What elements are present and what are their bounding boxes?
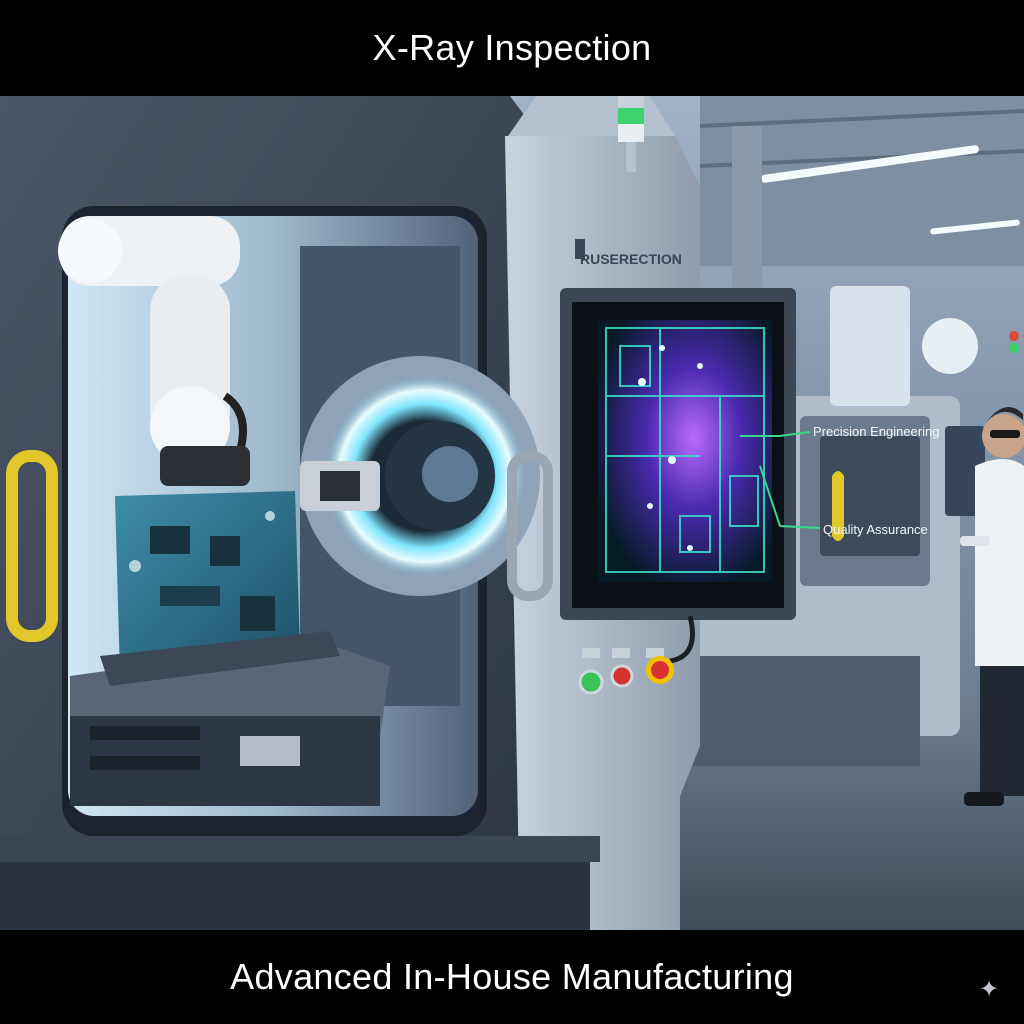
sparkle-icon: ✦ bbox=[978, 975, 1000, 1003]
scan-monitor: Precision Engineering Quality Assurance bbox=[560, 288, 939, 664]
title-bar: X-Ray Inspection bbox=[0, 0, 1024, 96]
technician-figure bbox=[960, 406, 1024, 806]
page-title: X-Ray Inspection bbox=[372, 27, 652, 68]
door-handle-left bbox=[6, 450, 58, 642]
page-caption: Advanced In-House Manufacturing bbox=[230, 956, 794, 997]
inspection-chamber bbox=[6, 206, 553, 836]
start-button bbox=[578, 669, 604, 695]
brand-label: RUSERECTION bbox=[580, 251, 682, 267]
signal-tower bbox=[618, 96, 644, 172]
stop-button bbox=[610, 664, 634, 688]
robot-arm bbox=[58, 216, 380, 511]
scene-illustration: RUSERECTION bbox=[0, 96, 1024, 930]
xray-scan-image bbox=[598, 320, 772, 582]
ceiling-lights bbox=[699, 96, 1024, 356]
caption-bar: Advanced In-House Manufacturing bbox=[0, 930, 1024, 1024]
annotation-quality-assurance: Quality Assurance bbox=[823, 522, 928, 537]
factory-scene: RUSERECTION bbox=[0, 96, 1024, 930]
annotation-precision-engineering: Precision Engineering bbox=[813, 424, 939, 439]
door-handle-right bbox=[507, 451, 553, 601]
circuit-board bbox=[115, 491, 300, 676]
control-panel bbox=[578, 648, 674, 695]
inspection-stage bbox=[70, 631, 390, 806]
